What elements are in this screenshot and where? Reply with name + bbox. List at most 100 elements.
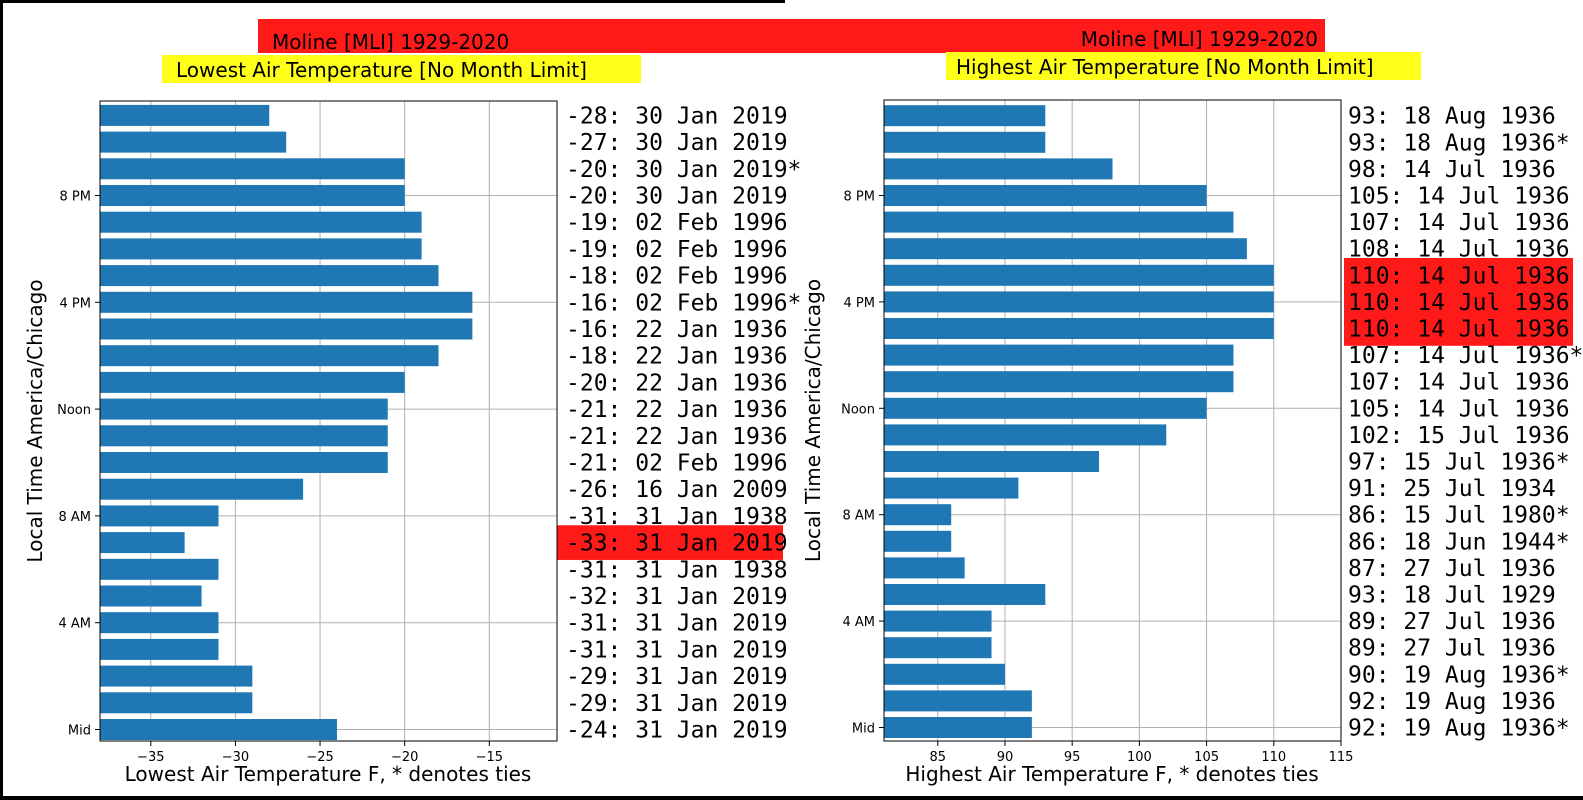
bar-value-label: -20: 30 Jan 2019 <box>566 184 788 210</box>
bar-value-label: -31: 31 Jan 1938 <box>566 557 788 583</box>
x-tick-label: −35 <box>137 750 164 765</box>
bar <box>100 291 473 313</box>
bar <box>884 238 1247 260</box>
y-tick-label: Noon <box>841 402 875 417</box>
bar-value-label: -33: 31 Jan 2019 <box>566 531 788 557</box>
bar-value-label: -19: 02 Feb 1996 <box>566 210 788 236</box>
bar-value-label: 110: 14 Jul 1936 <box>1348 317 1570 343</box>
bar-value-label: 107: 14 Jul 1936 <box>1348 370 1570 396</box>
bar-value-label: 93: 18 Aug 1936* <box>1348 130 1570 156</box>
bar <box>884 477 1019 499</box>
bar-value-label: 86: 18 Jun 1944* <box>1348 529 1570 555</box>
bar-value-label: 86: 15 Jul 1980* <box>1348 503 1570 529</box>
bar-value-label: 107: 14 Jul 1936 <box>1348 210 1570 236</box>
y-tick-label: 4 AM <box>58 617 91 632</box>
x-axis-label: Lowest Air Temperature F, * denotes ties <box>125 762 532 786</box>
bar <box>884 318 1274 339</box>
bar-value-label: 89: 27 Jul 1936 <box>1348 609 1556 635</box>
title-banner <box>258 19 1325 53</box>
bar <box>100 131 287 153</box>
bar <box>100 532 185 554</box>
bar <box>100 612 219 634</box>
bar <box>884 344 1234 366</box>
left-subtitle-bg <box>162 55 641 83</box>
bar-value-label: -31: 31 Jan 1938 <box>566 504 788 530</box>
left-subtitle: Lowest Air Temperature [No Month Limit] <box>176 58 587 82</box>
bar-value-label: 92: 19 Aug 1936* <box>1348 716 1570 742</box>
bar <box>100 638 219 660</box>
record-highlight <box>557 525 783 560</box>
bar <box>100 398 388 420</box>
x-tick-label: −25 <box>306 750 333 765</box>
bar <box>100 719 337 740</box>
bar <box>100 558 219 580</box>
bar-value-label: -27: 30 Jan 2019 <box>566 130 788 156</box>
x-tick-label: 95 <box>1064 750 1081 765</box>
bar-value-label: -20: 22 Jan 1936 <box>566 370 788 396</box>
bar-value-label: 98: 14 Jul 1936 <box>1348 157 1556 183</box>
bar <box>884 530 952 552</box>
y-tick-label: 8 PM <box>844 190 875 205</box>
x-tick-label: −15 <box>476 750 503 765</box>
bar-value-label: -28: 30 Jan 2019 <box>566 103 788 129</box>
x-tick-label: 100 <box>1127 750 1152 765</box>
x-tick-label: −20 <box>391 750 418 765</box>
bar <box>100 345 439 367</box>
bar <box>884 158 1113 180</box>
y-tick-label: Noon <box>57 403 91 418</box>
x-tick-label: 115 <box>1329 750 1354 765</box>
frame-left-edge <box>0 0 3 800</box>
right-site-title: Moline [MLI] 1929-2020 <box>1081 27 1318 51</box>
bar <box>884 291 1274 313</box>
bar <box>884 557 965 579</box>
bar <box>884 610 992 632</box>
y-tick-label: 4 PM <box>844 296 875 311</box>
bar <box>884 397 1207 419</box>
bar-value-label: 93: 18 Aug 1936 <box>1348 104 1556 130</box>
bar-value-label: -19: 02 Feb 1996 <box>566 237 788 263</box>
bar <box>884 211 1234 233</box>
bar-value-label: 93: 18 Jul 1929 <box>1348 583 1556 609</box>
bar-value-label: -21: 22 Jan 1936 <box>566 397 788 423</box>
lowest-temp-chart: -24: 31 Jan 2019-29: 31 Jan 2019-29: 31 … <box>23 100 801 786</box>
bar <box>100 238 422 260</box>
bar-value-label: -16: 22 Jan 1936 <box>566 317 788 343</box>
y-tick-label: Mid <box>68 724 91 739</box>
bar-value-label: -18: 02 Feb 1996 <box>566 264 788 290</box>
bar-value-label: 89: 27 Jul 1936 <box>1348 636 1556 662</box>
bar <box>884 584 1046 605</box>
bar <box>100 425 388 447</box>
bar <box>884 105 1046 127</box>
plot-area <box>884 100 1341 741</box>
bar-value-label: 105: 14 Jul 1936 <box>1348 396 1570 422</box>
bar <box>100 371 405 393</box>
bar-value-label: -31: 31 Jan 2019 <box>566 611 788 637</box>
bar <box>884 637 992 659</box>
bar-value-label: 90: 19 Aug 1936* <box>1348 662 1570 688</box>
bar <box>884 264 1274 286</box>
bar <box>100 452 388 473</box>
record-highlight <box>1344 258 1573 293</box>
axes-frame <box>883 99 1342 742</box>
bar <box>884 717 1032 738</box>
bar <box>100 665 253 687</box>
bar <box>100 692 253 714</box>
bar <box>100 505 219 527</box>
bar <box>100 104 270 126</box>
bar-value-label: 91: 25 Jul 1934 <box>1348 476 1556 502</box>
bar-value-label: -32: 31 Jan 2019 <box>566 584 788 610</box>
frame-top-edge <box>0 0 785 3</box>
bar-value-label: 97: 15 Jul 1936* <box>1348 450 1570 476</box>
bar-value-label: 87: 27 Jul 1936 <box>1348 556 1556 582</box>
bar <box>884 185 1207 206</box>
bar <box>884 371 1234 393</box>
bar-value-label: -29: 31 Jan 2019 <box>566 664 788 690</box>
right-subtitle: Highest Air Temperature [No Month Limit] <box>956 55 1374 79</box>
bar-value-label: 110: 14 Jul 1936 <box>1348 263 1570 289</box>
frame-bottom-edge <box>0 796 1583 800</box>
bar <box>884 663 1005 685</box>
x-tick-label: −30 <box>222 750 249 765</box>
bar <box>100 585 202 607</box>
